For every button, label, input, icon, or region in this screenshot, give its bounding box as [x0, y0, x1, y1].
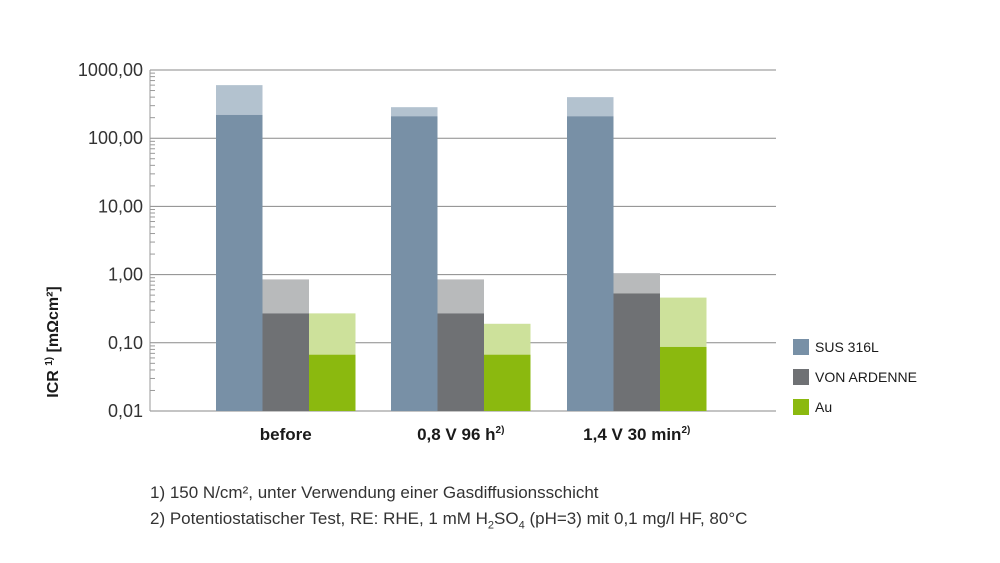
y-label-sup: 1): [44, 357, 55, 366]
y-tick-labels: 0,01 0,10 1,00 10,00 100,00 1000,00: [78, 60, 143, 421]
footnote-2-part-a: 2) Potentiostatischer Test, RE: RHE, 1 m…: [150, 509, 488, 528]
bar-0-1: [262, 313, 309, 411]
category-label-text: 1,4 V 30 min: [583, 425, 681, 444]
legend-swatch: [793, 369, 809, 385]
bar-1-2: [484, 354, 531, 411]
category-label-sup: 2): [681, 425, 690, 436]
y-tick-label: 0,01: [108, 401, 143, 421]
category-labels: before 0,8 V 96 h2) 1,4 V 30 min2): [260, 425, 691, 444]
category-label-sup: 2): [496, 425, 505, 436]
category-label: before: [260, 425, 312, 444]
category-label-text: 0,8 V 96 h: [417, 425, 495, 444]
bar-range-2-0: [567, 97, 614, 117]
legend-swatch: [793, 399, 809, 415]
legend-swatch: [793, 339, 809, 355]
bar-range-1-0: [391, 107, 438, 117]
bar-range-1-1: [437, 279, 484, 314]
bar-range-0-2: [309, 313, 356, 355]
icr-bar-chart: 0,01 0,10 1,00 10,00 100,00 1000,00 before 0,8…: [44, 60, 917, 444]
bar-range-2-2: [660, 297, 707, 347]
legend-label: Au: [815, 399, 832, 415]
y-label-text: ICR: [45, 366, 62, 398]
bars: [216, 85, 707, 412]
footnote-2-part-b: SO: [494, 509, 519, 528]
bar-0-2: [309, 354, 356, 411]
bar-2-0: [567, 116, 614, 412]
bar-range-1-2: [484, 323, 531, 355]
bar-1-1: [437, 313, 484, 411]
footnote-2-sub-2: 4: [518, 519, 525, 532]
bar-range-0-0: [216, 85, 263, 115]
legend-label: SUS 316L: [815, 339, 879, 355]
bar-2-2: [660, 346, 707, 411]
y-axis-label: ICR 1) [mΩcm²]: [44, 286, 62, 398]
minor-ticks: [150, 72, 155, 391]
bar-0-0: [216, 114, 263, 411]
bar-range-2-1: [613, 273, 660, 294]
y-tick-label: 1000,00: [78, 60, 143, 80]
category-label: 0,8 V 96 h2): [417, 425, 504, 444]
bar-2-1: [613, 293, 660, 411]
bar-range-0-1: [262, 279, 309, 314]
category-label-text: before: [260, 425, 312, 444]
y-tick-label: 100,00: [88, 128, 143, 148]
legend-label: VON ARDENNE: [815, 369, 917, 385]
legend: SUS 316L VON ARDENNE Au: [793, 339, 917, 415]
footnote-2-part-c: (pH=3) mit 0,1 mg/l HF, 80°C: [524, 509, 748, 528]
footnote-1: 1) 150 N/cm², unter Verwendung einer Gas…: [150, 483, 599, 502]
footnote-2-sub-1: 2: [487, 519, 495, 532]
y-tick-label: 10,00: [98, 196, 143, 216]
y-label-unit: [mΩcm²]: [45, 286, 62, 357]
bar-1-0: [391, 116, 438, 412]
footnote-2: 2) Potentiostatischer Test, RE: RHE, 1 m…: [150, 509, 747, 531]
y-tick-label: 1,00: [108, 265, 143, 285]
y-tick-label: 0,10: [108, 333, 143, 353]
category-label: 1,4 V 30 min2): [583, 425, 690, 444]
